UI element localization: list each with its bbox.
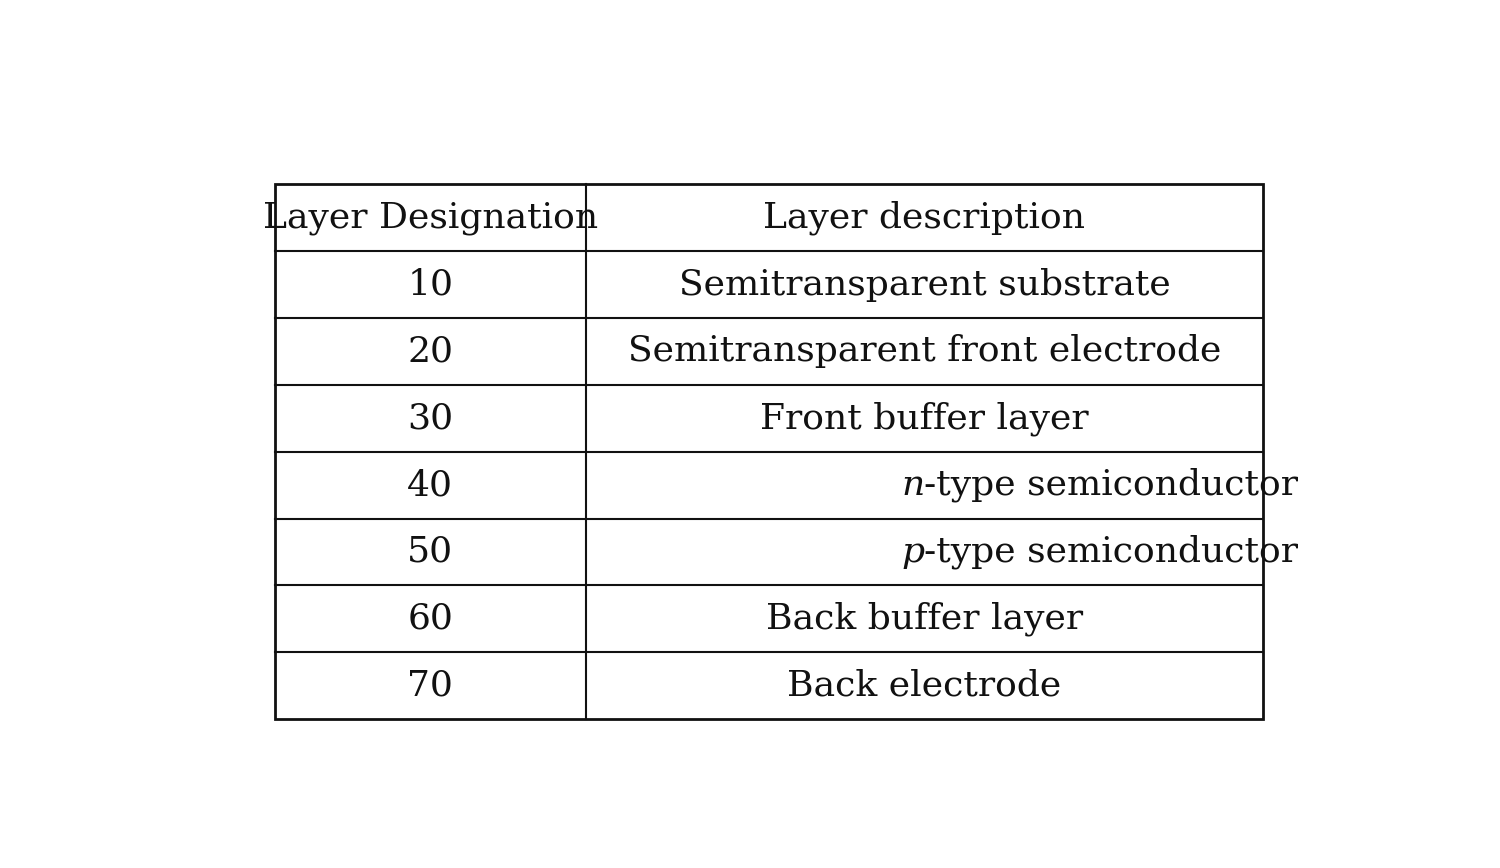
- Text: -type semiconductor: -type semiconductor: [924, 535, 1299, 569]
- Text: 20: 20: [408, 334, 453, 368]
- Text: Back buffer layer: Back buffer layer: [766, 602, 1083, 636]
- Text: p: p: [902, 535, 924, 569]
- Text: 70: 70: [408, 668, 453, 702]
- Text: 10: 10: [408, 267, 453, 301]
- Text: 40: 40: [408, 468, 453, 502]
- Text: 50: 50: [408, 535, 453, 569]
- Text: Semitransparent front electrode: Semitransparent front electrode: [627, 334, 1221, 368]
- Text: Semitransparent substrate: Semitransparent substrate: [678, 267, 1170, 301]
- Text: Layer Designation: Layer Designation: [262, 201, 598, 234]
- Text: 60: 60: [408, 602, 453, 635]
- Bar: [274, 184, 1263, 719]
- Text: -type semiconductor: -type semiconductor: [924, 468, 1299, 503]
- Text: Layer description: Layer description: [764, 201, 1086, 235]
- Text: Front buffer layer: Front buffer layer: [760, 401, 1089, 436]
- Text: Back electrode: Back electrode: [788, 668, 1062, 702]
- Text: n: n: [902, 468, 924, 502]
- Text: 30: 30: [408, 401, 453, 435]
